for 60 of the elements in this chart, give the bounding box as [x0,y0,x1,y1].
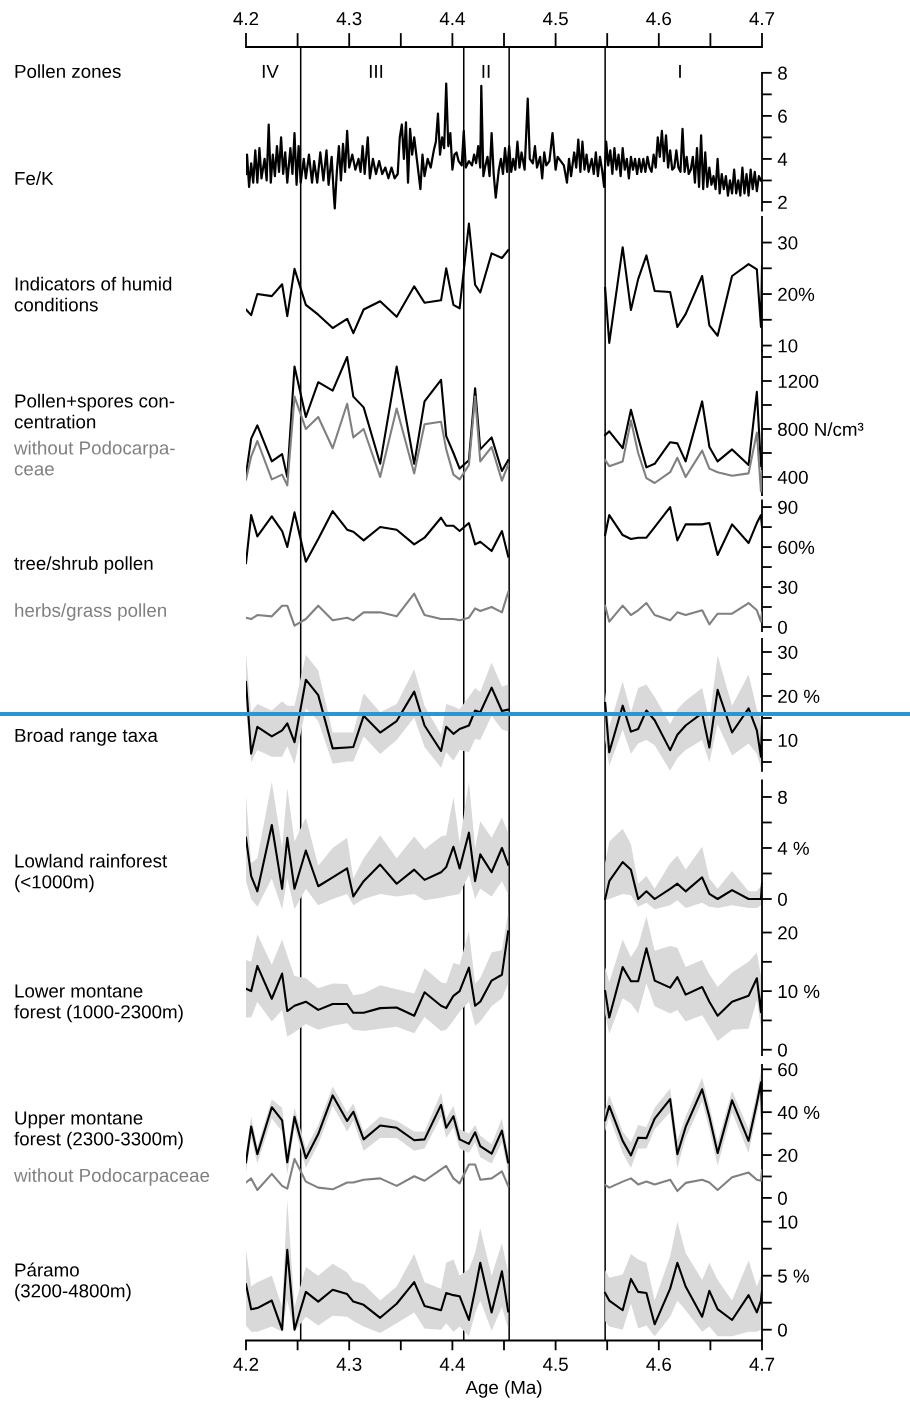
annotation: III [369,64,383,78]
x-tick-label: 4.6 [646,1357,672,1371]
y-tick-label: 30 [777,645,798,659]
text: Lowland rainforest (<1000m) [15,853,168,893]
x2-tick-label: 4.7 [749,12,775,26]
y-tick-label: 0 [778,620,787,634]
y-tick-label: 90 [778,500,798,515]
series-label: without Podocarpaceae [13,1168,210,1186]
y-tick-label: 20% [778,287,815,302]
text: Pollen zones [15,64,121,79]
y-tick-label: 0 [778,1043,787,1057]
x-tick-label: 4.2 [233,1357,259,1371]
y-tick-label: 10 [778,733,798,747]
annotation: IV [262,64,279,78]
y-tick-label: 40 % [777,1105,820,1120]
y-tick-label: 8 [778,790,787,804]
y-tick-label: 4 [777,152,788,166]
y-tick-label: 400 [777,470,808,484]
text: herbs/grass pollen [15,603,166,621]
y-tick-label: 8 [778,66,787,80]
text: tree/shrub pollen [14,556,153,574]
y-tick-label: 20 % [778,689,820,703]
y-tick-label: 4 % [777,841,809,855]
y-tick-label: 0 [778,892,787,906]
y-tick-label: 6 [778,109,787,123]
x-tick-label: 4.5 [543,1357,568,1371]
y-tick-label: 800 N/cm³ [778,422,864,436]
y-tick-label: 30 [777,580,798,594]
annotation: I [679,64,681,78]
text: without Podocarpa- ceae [13,440,175,476]
y-tick-label: 20 [778,926,798,940]
x-tick-label: 4.3 [336,1357,362,1371]
y-tick-label: 5 % [778,1269,809,1283]
y-tick-label: 30 [777,236,798,250]
y-tick-label: 10 [778,1215,798,1229]
y-tick-label: 10 % [778,984,820,999]
x-tick-label: 4.4 [439,1357,465,1371]
y-tick-label: 0 [778,1191,787,1205]
text: Indicators of humid conditions [14,276,172,312]
text: Páramo (3200-4800m) [15,1262,131,1302]
text: Broad range taxa [15,728,158,746]
x-axis-title: Age (Ma) [465,1380,542,1398]
y-axis-title: Fe/K [15,171,54,186]
y-tick-label: 1200 [778,374,819,388]
annotation: II [482,64,490,78]
x2-tick-label: 4.5 [543,12,568,26]
y-tick-label: 60% [778,540,815,555]
y-tick-label: 20 [778,1148,798,1163]
y-tick-label: 10 [778,339,798,353]
text: Pollen+spores con- centration [14,393,175,429]
y-tick-label: 60 [778,1062,798,1077]
x2-tick-label: 4.4 [439,12,465,26]
y-tick-label: 2 [778,195,787,209]
text: Lower montane forest (1000-2300m) [14,984,183,1023]
x2-tick-label: 4.6 [646,11,672,26]
text: Upper montane forest (2300-3300m) [14,1111,183,1150]
x-tick-label: 4.7 [749,1357,775,1371]
y-tick-label: 0 [778,1323,787,1337]
x2-tick-label: 4.2 [233,11,259,26]
x2-tick-label: 4.3 [336,11,362,26]
